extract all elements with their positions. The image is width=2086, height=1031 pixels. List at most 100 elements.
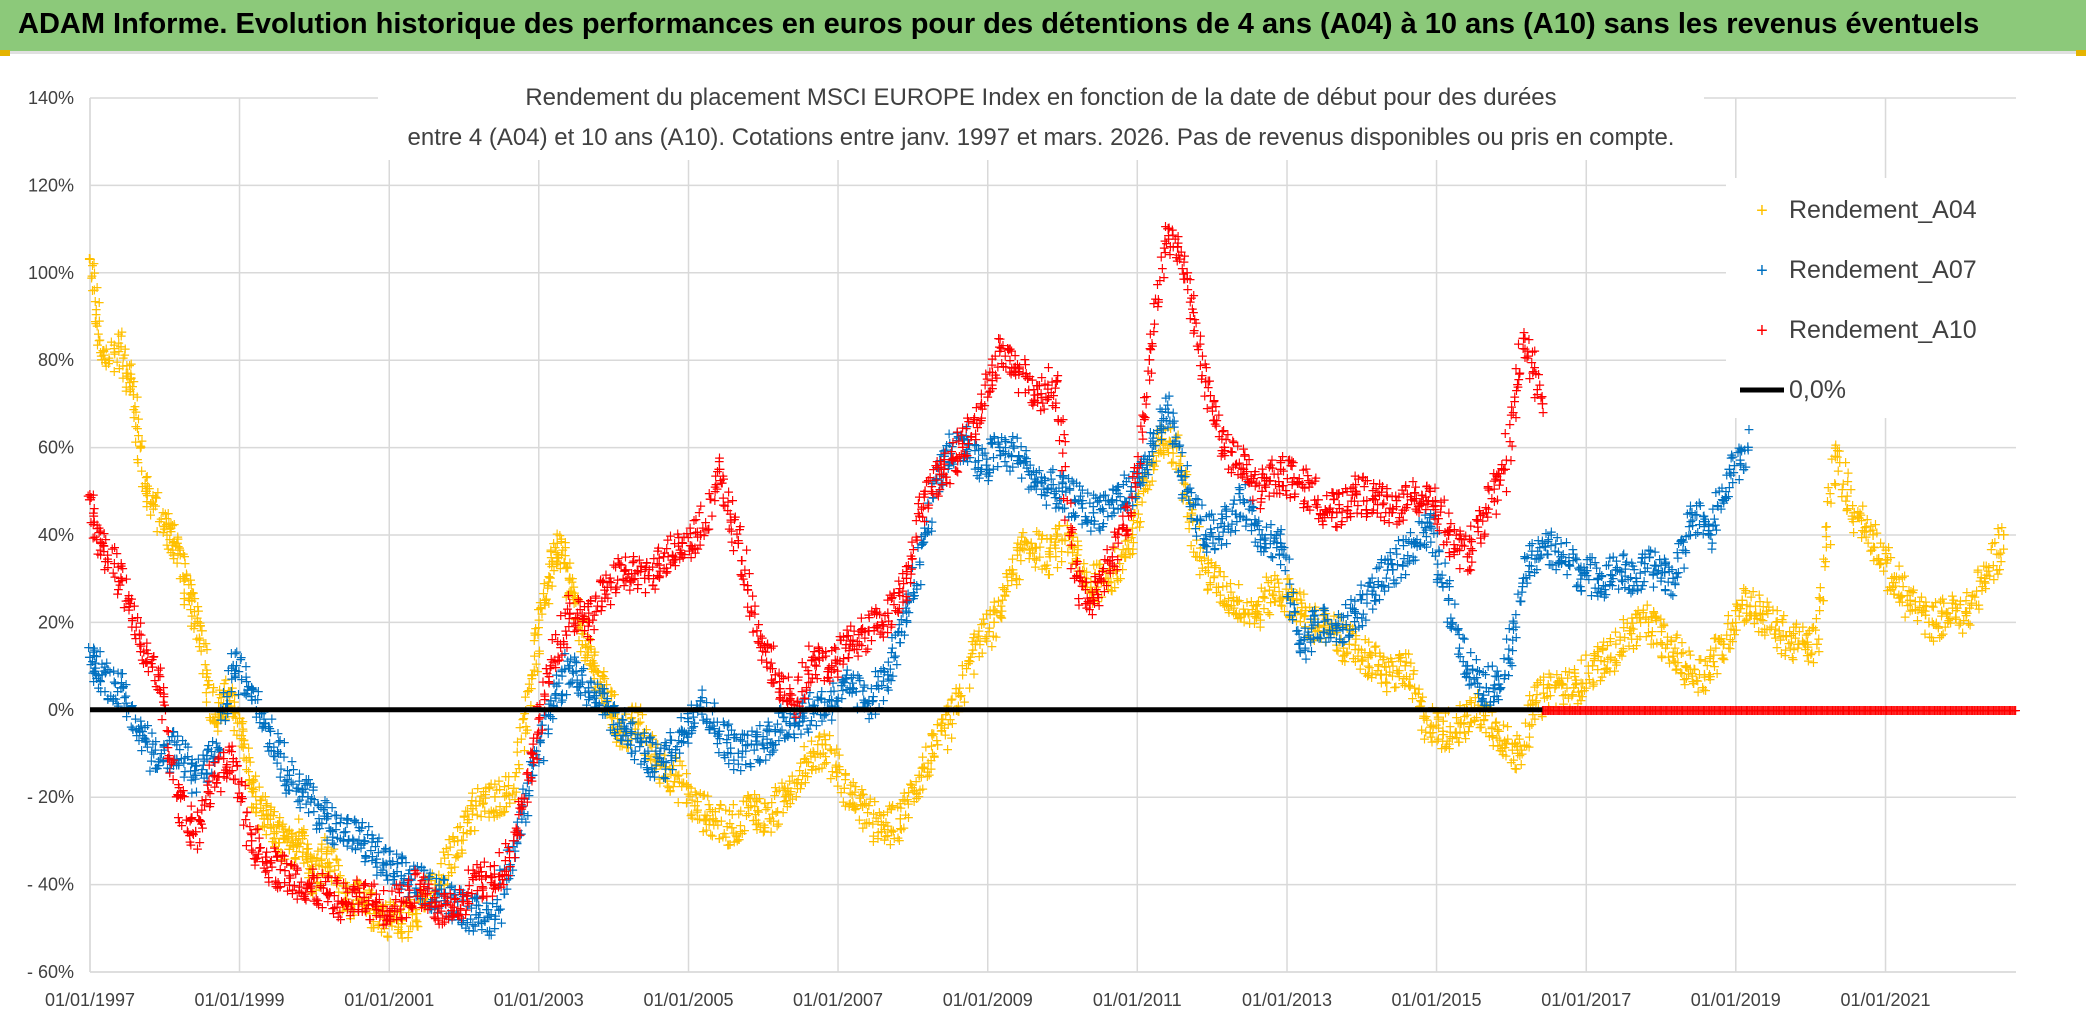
data-point: + <box>291 844 303 860</box>
data-point: + <box>1998 542 2010 558</box>
data-point: + <box>638 725 650 741</box>
data-point: + <box>606 720 618 736</box>
data-point: + <box>130 419 142 435</box>
data-point: + <box>161 723 173 739</box>
data-point: + <box>109 346 121 362</box>
data-point: + <box>649 758 661 774</box>
data-point: + <box>704 802 716 818</box>
data-point: + <box>116 325 128 341</box>
data-point: + <box>548 536 560 552</box>
data-point: + <box>751 793 763 809</box>
data-point: + <box>103 350 115 366</box>
data-point: + <box>93 295 105 311</box>
data-point: + <box>257 819 269 835</box>
data-point: + <box>359 902 371 918</box>
data-point: + <box>646 740 658 756</box>
y-tick-label: - 20% <box>27 787 74 807</box>
data-point: + <box>209 706 221 722</box>
data-point: + <box>293 831 305 847</box>
data-point: + <box>477 795 489 811</box>
data-point: + <box>165 524 177 540</box>
data-point: + <box>575 621 588 640</box>
data-point: + <box>316 842 328 858</box>
data-point: + <box>568 580 580 596</box>
data-point: + <box>715 798 727 814</box>
data-point: + <box>133 428 145 444</box>
data-point: + <box>784 796 796 812</box>
data-point: + <box>572 591 584 607</box>
data-point: + <box>269 839 281 855</box>
data-point: + <box>589 679 601 695</box>
y-tick-label: 80% <box>38 350 74 370</box>
data-point: + <box>799 751 811 767</box>
data-point: + <box>284 823 296 839</box>
data-point: + <box>485 777 497 793</box>
data-point: + <box>165 520 177 536</box>
data-point: + <box>1738 462 1750 478</box>
data-point: + <box>581 648 593 664</box>
data-point: + <box>119 341 131 357</box>
data-point: + <box>248 773 260 789</box>
data-point: + <box>686 793 698 809</box>
data-point: + <box>765 824 777 840</box>
data-point: + <box>577 613 589 629</box>
data-point: + <box>237 714 249 730</box>
data-point: + <box>803 755 815 771</box>
x-tick-label: 01/01/2021 <box>1840 990 1930 1010</box>
data-point: + <box>701 808 713 824</box>
data-point: + <box>186 586 198 602</box>
data-point: + <box>120 380 132 396</box>
data-point: + <box>700 813 712 829</box>
data-point: + <box>425 870 437 886</box>
data-point: + <box>281 829 293 845</box>
data-point: + <box>649 748 661 764</box>
data-point: + <box>139 476 151 492</box>
data-point: + <box>273 842 285 858</box>
data-point: + <box>641 734 653 750</box>
data-point: + <box>236 731 248 747</box>
data-point: + <box>185 577 197 593</box>
data-point: + <box>394 903 406 919</box>
data-point: + <box>662 779 674 795</box>
data-point: + <box>262 817 274 833</box>
data-point: + <box>247 772 259 788</box>
data-point: + <box>225 698 237 714</box>
data-point: + <box>589 645 601 661</box>
data-point: + <box>291 837 303 853</box>
data-point: + <box>632 717 644 733</box>
data-point: + <box>150 490 162 506</box>
data-point: + <box>211 716 223 732</box>
data-point: + <box>763 809 776 828</box>
data-point: + <box>88 282 100 298</box>
data-point: + <box>295 835 307 851</box>
data-point: + <box>341 891 353 907</box>
y-tick-label: 120% <box>28 175 74 195</box>
data-point: + <box>94 332 106 348</box>
data-point: + <box>659 769 671 785</box>
data-point: + <box>213 710 225 726</box>
data-point: + <box>300 849 312 865</box>
data-point: + <box>108 341 120 357</box>
data-point: + <box>354 880 366 896</box>
y-tick-label: 20% <box>38 612 74 632</box>
data-point: + <box>1014 572 1026 588</box>
data-point: + <box>503 778 515 794</box>
data-point: + <box>549 540 561 556</box>
data-point: + <box>526 665 539 684</box>
data-point: + <box>465 798 477 814</box>
data-point: + <box>374 917 386 933</box>
data-point: + <box>103 356 115 372</box>
data-point: + <box>301 842 313 858</box>
data-point: + <box>161 538 173 554</box>
data-point: + <box>185 602 197 618</box>
data-point: + <box>678 776 690 792</box>
data-point: + <box>264 812 276 828</box>
data-point: + <box>212 723 224 739</box>
data-point: + <box>559 548 571 564</box>
data-point: + <box>157 525 169 541</box>
data-point: + <box>272 817 284 833</box>
data-point: + <box>241 753 253 769</box>
y-axis-ticks: - 60%- 40%- 20%0%20%40%60%80%100%120%140… <box>27 88 74 982</box>
data-point: + <box>279 851 291 867</box>
data-point: + <box>563 569 576 588</box>
